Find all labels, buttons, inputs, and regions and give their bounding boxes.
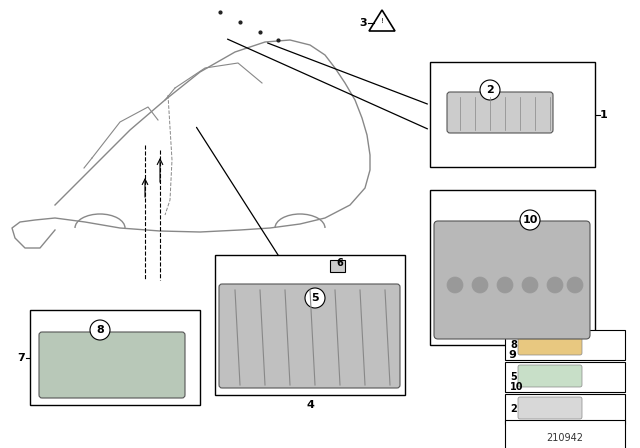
Text: 2: 2	[486, 85, 494, 95]
Bar	[505, 420, 625, 448]
Text: 10: 10	[510, 382, 524, 392]
Text: 2: 2	[510, 404, 516, 414]
Text: 5: 5	[311, 293, 319, 303]
Circle shape	[522, 277, 538, 293]
Bar	[505, 394, 625, 424]
Circle shape	[520, 210, 540, 230]
Bar	[215, 255, 405, 395]
Circle shape	[305, 288, 325, 308]
Bar	[330, 260, 345, 272]
FancyBboxPatch shape	[447, 92, 553, 133]
FancyBboxPatch shape	[518, 333, 582, 355]
Text: !: !	[381, 18, 383, 24]
Circle shape	[567, 277, 583, 293]
Text: 9: 9	[508, 350, 516, 360]
Text: 8: 8	[96, 325, 104, 335]
FancyBboxPatch shape	[219, 284, 400, 388]
Circle shape	[547, 277, 563, 293]
Bar	[30, 310, 200, 405]
Text: 10: 10	[522, 215, 538, 225]
Text: 5: 5	[510, 372, 516, 382]
Text: 210942: 210942	[547, 433, 584, 443]
Text: 3: 3	[360, 18, 367, 28]
Text: 7: 7	[17, 353, 25, 363]
Text: 8: 8	[510, 340, 517, 350]
FancyBboxPatch shape	[518, 365, 582, 387]
Circle shape	[447, 277, 463, 293]
FancyBboxPatch shape	[434, 221, 590, 339]
Bar	[505, 362, 625, 392]
FancyBboxPatch shape	[39, 332, 185, 398]
Bar	[430, 190, 595, 345]
Text: 4: 4	[306, 400, 314, 410]
Bar	[505, 330, 625, 360]
Circle shape	[480, 80, 500, 100]
Circle shape	[497, 277, 513, 293]
Circle shape	[472, 277, 488, 293]
Bar	[430, 62, 595, 167]
FancyBboxPatch shape	[518, 397, 582, 419]
Circle shape	[90, 320, 110, 340]
Text: 6: 6	[337, 258, 344, 268]
Text: 1: 1	[600, 110, 608, 120]
